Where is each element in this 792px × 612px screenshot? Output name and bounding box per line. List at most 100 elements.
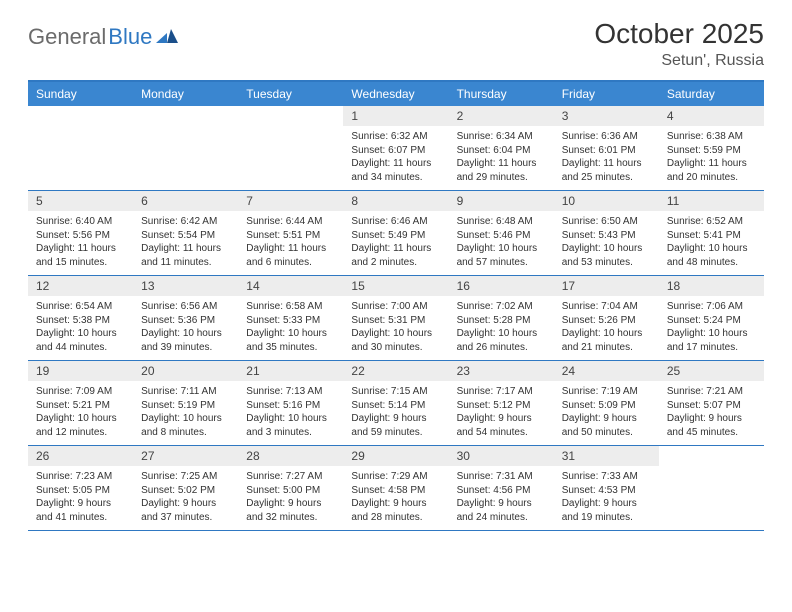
sunset-text: Sunset: 6:04 PM [457,144,546,158]
weekday-header: Friday [554,82,659,106]
calendar-cell: 30Sunrise: 7:31 AMSunset: 4:56 PMDayligh… [449,446,554,530]
day-number: 6 [133,191,238,211]
sunset-text: Sunset: 6:01 PM [562,144,651,158]
day-number [28,106,133,112]
sunset-text: Sunset: 5:41 PM [667,229,756,243]
sunset-text: Sunset: 5:28 PM [457,314,546,328]
day-number: 28 [238,446,343,466]
sunset-text: Sunset: 5:19 PM [141,399,230,413]
calendar-cell: 10Sunrise: 6:50 AMSunset: 5:43 PMDayligh… [554,191,659,275]
day-number: 15 [343,276,448,296]
day-details: Sunrise: 6:56 AMSunset: 5:36 PMDaylight:… [133,296,238,360]
sunrise-text: Sunrise: 7:09 AM [36,385,125,399]
day-details: Sunrise: 6:50 AMSunset: 5:43 PMDaylight:… [554,211,659,275]
day-details: Sunrise: 6:52 AMSunset: 5:41 PMDaylight:… [659,211,764,275]
calendar-cell: 4Sunrise: 6:38 AMSunset: 5:59 PMDaylight… [659,106,764,190]
calendar-cell: 14Sunrise: 6:58 AMSunset: 5:33 PMDayligh… [238,276,343,360]
day-number: 31 [554,446,659,466]
day-number: 1 [343,106,448,126]
daylight-text: Daylight: 9 hours and 32 minutes. [246,497,335,524]
calendar-cell: 19Sunrise: 7:09 AMSunset: 5:21 PMDayligh… [28,361,133,445]
sunset-text: Sunset: 4:53 PM [562,484,651,498]
sunset-text: Sunset: 5:07 PM [667,399,756,413]
calendar-cell: 16Sunrise: 7:02 AMSunset: 5:28 PMDayligh… [449,276,554,360]
title-block: October 2025 Setun', Russia [594,18,764,70]
sunrise-text: Sunrise: 7:27 AM [246,470,335,484]
sunset-text: Sunset: 5:02 PM [141,484,230,498]
day-number [659,446,764,452]
calendar-body: 1Sunrise: 6:32 AMSunset: 6:07 PMDaylight… [28,106,764,531]
sunrise-text: Sunrise: 6:58 AM [246,300,335,314]
sunset-text: Sunset: 6:07 PM [351,144,440,158]
day-number: 26 [28,446,133,466]
weekday-header: Thursday [449,82,554,106]
day-number: 18 [659,276,764,296]
day-number [133,106,238,112]
sunrise-text: Sunrise: 7:19 AM [562,385,651,399]
day-details: Sunrise: 6:44 AMSunset: 5:51 PMDaylight:… [238,211,343,275]
calendar-week-row: 1Sunrise: 6:32 AMSunset: 6:07 PMDaylight… [28,106,764,191]
daylight-text: Daylight: 10 hours and 8 minutes. [141,412,230,439]
day-number: 27 [133,446,238,466]
sunrise-text: Sunrise: 7:17 AM [457,385,546,399]
sunset-text: Sunset: 5:21 PM [36,399,125,413]
calendar-cell: 28Sunrise: 7:27 AMSunset: 5:00 PMDayligh… [238,446,343,530]
calendar-week-row: 12Sunrise: 6:54 AMSunset: 5:38 PMDayligh… [28,276,764,361]
day-details: Sunrise: 7:06 AMSunset: 5:24 PMDaylight:… [659,296,764,360]
daylight-text: Daylight: 10 hours and 30 minutes. [351,327,440,354]
day-number: 19 [28,361,133,381]
day-details: Sunrise: 7:11 AMSunset: 5:19 PMDaylight:… [133,381,238,445]
sunset-text: Sunset: 5:43 PM [562,229,651,243]
daylight-text: Daylight: 9 hours and 24 minutes. [457,497,546,524]
location-label: Setun', Russia [594,52,764,70]
day-details: Sunrise: 6:54 AMSunset: 5:38 PMDaylight:… [28,296,133,360]
day-number: 11 [659,191,764,211]
sunrise-text: Sunrise: 7:04 AM [562,300,651,314]
sunset-text: Sunset: 5:05 PM [36,484,125,498]
calendar-cell: 12Sunrise: 6:54 AMSunset: 5:38 PMDayligh… [28,276,133,360]
day-number: 13 [133,276,238,296]
calendar-cell: 15Sunrise: 7:00 AMSunset: 5:31 PMDayligh… [343,276,448,360]
calendar-cell: 25Sunrise: 7:21 AMSunset: 5:07 PMDayligh… [659,361,764,445]
day-details: Sunrise: 7:25 AMSunset: 5:02 PMDaylight:… [133,466,238,530]
sunrise-text: Sunrise: 6:56 AM [141,300,230,314]
logo-mark-icon [156,27,178,48]
sunrise-text: Sunrise: 6:38 AM [667,130,756,144]
calendar-cell [659,446,764,530]
weekday-header-row: Sunday Monday Tuesday Wednesday Thursday… [28,82,764,106]
sunrise-text: Sunrise: 6:44 AM [246,215,335,229]
sunrise-text: Sunrise: 7:33 AM [562,470,651,484]
day-details: Sunrise: 7:27 AMSunset: 5:00 PMDaylight:… [238,466,343,530]
day-details: Sunrise: 7:29 AMSunset: 4:58 PMDaylight:… [343,466,448,530]
sunrise-text: Sunrise: 6:54 AM [36,300,125,314]
sunrise-text: Sunrise: 6:32 AM [351,130,440,144]
daylight-text: Daylight: 11 hours and 2 minutes. [351,242,440,269]
day-details: Sunrise: 7:04 AMSunset: 5:26 PMDaylight:… [554,296,659,360]
day-details: Sunrise: 6:36 AMSunset: 6:01 PMDaylight:… [554,126,659,190]
day-number: 12 [28,276,133,296]
day-details: Sunrise: 7:00 AMSunset: 5:31 PMDaylight:… [343,296,448,360]
logo: General Blue [28,24,178,50]
sunset-text: Sunset: 5:16 PM [246,399,335,413]
calendar-cell: 11Sunrise: 6:52 AMSunset: 5:41 PMDayligh… [659,191,764,275]
sunset-text: Sunset: 5:54 PM [141,229,230,243]
daylight-text: Daylight: 11 hours and 15 minutes. [36,242,125,269]
day-details: Sunrise: 6:32 AMSunset: 6:07 PMDaylight:… [343,126,448,190]
calendar-cell: 23Sunrise: 7:17 AMSunset: 5:12 PMDayligh… [449,361,554,445]
day-details: Sunrise: 6:48 AMSunset: 5:46 PMDaylight:… [449,211,554,275]
calendar-cell: 5Sunrise: 6:40 AMSunset: 5:56 PMDaylight… [28,191,133,275]
sunrise-text: Sunrise: 6:34 AM [457,130,546,144]
daylight-text: Daylight: 9 hours and 45 minutes. [667,412,756,439]
daylight-text: Daylight: 10 hours and 48 minutes. [667,242,756,269]
sunrise-text: Sunrise: 7:25 AM [141,470,230,484]
day-details: Sunrise: 7:13 AMSunset: 5:16 PMDaylight:… [238,381,343,445]
sunrise-text: Sunrise: 7:29 AM [351,470,440,484]
day-number: 30 [449,446,554,466]
calendar-cell [238,106,343,190]
calendar-week-row: 5Sunrise: 6:40 AMSunset: 5:56 PMDaylight… [28,191,764,276]
day-number: 5 [28,191,133,211]
day-number: 17 [554,276,659,296]
weekday-header: Saturday [659,82,764,106]
calendar-cell: 20Sunrise: 7:11 AMSunset: 5:19 PMDayligh… [133,361,238,445]
sunset-text: Sunset: 5:24 PM [667,314,756,328]
